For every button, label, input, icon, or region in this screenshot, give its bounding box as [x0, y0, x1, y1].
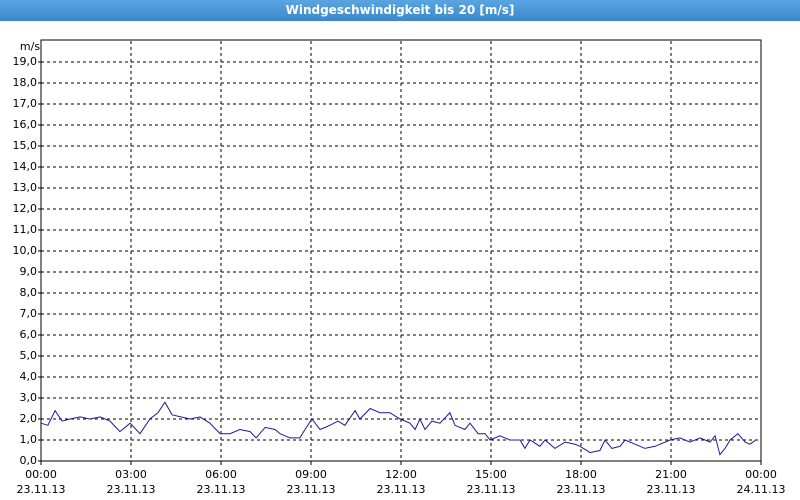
x-tick-date: 23.11.13: [377, 483, 426, 496]
y-tick-label: 15,0: [13, 139, 38, 152]
x-tick-label: 09:00: [295, 468, 327, 481]
chart-title: Windgeschwindigkeit bis 20 [m/s]: [0, 0, 800, 21]
x-tick-label: 12:00: [385, 468, 417, 481]
x-tick-date: 23.11.13: [467, 483, 516, 496]
x-tick-label: 00:00: [25, 468, 57, 481]
y-tick-label: 18,0: [13, 76, 38, 89]
y-tick-label: 7,0: [20, 307, 38, 320]
y-tick-label: 12,0: [13, 202, 38, 215]
x-tick-date: 24.11.13: [737, 483, 786, 496]
y-tick-label: 19,0: [13, 55, 38, 68]
x-tick-label: 18:00: [565, 468, 597, 481]
x-tick-date: 23.11.13: [197, 483, 246, 496]
y-tick-label: 11,0: [13, 223, 38, 236]
y-tick-label: 4,0: [20, 370, 38, 383]
x-tick-date: 23.11.13: [287, 483, 336, 496]
y-tick-label: 6,0: [20, 328, 38, 341]
x-tick-date: 23.11.13: [557, 483, 606, 496]
y-axis-label: m/s: [20, 40, 40, 53]
y-tick-label: 17,0: [13, 97, 38, 110]
y-tick-label: 3,0: [20, 391, 38, 404]
y-tick-label: 8,0: [20, 286, 38, 299]
y-tick-label: 1,0: [20, 433, 38, 446]
x-tick-date: 23.11.13: [647, 483, 696, 496]
y-tick-label: 14,0: [13, 160, 38, 173]
data-line: [40, 401, 757, 456]
y-tick-label: 13,0: [13, 181, 38, 194]
x-tick-label: 21:00: [655, 468, 687, 481]
y-tick-label: 16,0: [13, 118, 38, 131]
x-tick-label: 06:00: [205, 468, 237, 481]
y-tick-label: 2,0: [20, 412, 38, 425]
x-tick-label: 15:00: [475, 468, 507, 481]
x-tick-label: 03:00: [115, 468, 147, 481]
y-tick-label: 0,0: [20, 454, 38, 467]
x-tick-label: 00:00: [745, 468, 777, 481]
x-tick-date: 23.11.13: [17, 483, 66, 496]
y-tick-label: 10,0: [13, 244, 38, 257]
x-tick-date: 23.11.13: [107, 483, 156, 496]
y-tick-label: 5,0: [20, 349, 38, 362]
y-tick-label: 9,0: [20, 265, 38, 278]
